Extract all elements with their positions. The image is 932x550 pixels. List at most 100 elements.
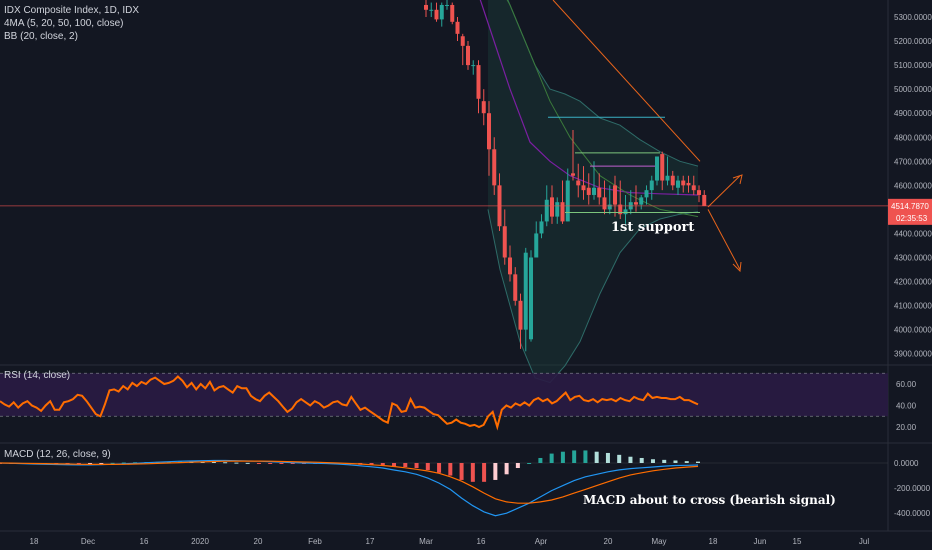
candle-body <box>424 4 428 10</box>
price-tick-label: 4100.0000 <box>894 302 932 311</box>
candle-body <box>544 199 549 222</box>
price-tick-label: 5300.0000 <box>894 13 932 22</box>
macd-histogram-bar <box>88 463 93 464</box>
candle-body <box>670 175 675 186</box>
price-tick-label: 4300.0000 <box>894 254 932 263</box>
candle-body <box>623 209 628 215</box>
time-tick-label: 18 <box>30 537 39 546</box>
time-tick-label: 18 <box>709 537 718 546</box>
candle-body <box>466 45 470 66</box>
macd-histogram-bar <box>121 462 126 464</box>
candle-body <box>460 36 465 46</box>
candle-body <box>697 190 701 195</box>
candle-body <box>618 204 623 215</box>
rsi-tick-label: 40.00 <box>896 402 917 411</box>
projection-down-arrow <box>707 209 741 270</box>
rsi-label: RSI (14, close) <box>4 370 71 381</box>
projection-down-arrowhead <box>732 261 742 273</box>
candle-body <box>471 65 476 67</box>
macd-histogram-bar <box>245 462 250 464</box>
candle-body <box>439 4 444 20</box>
macd-histogram-bar <box>459 463 464 480</box>
price-tick-label: 5100.0000 <box>894 61 932 70</box>
candle-body <box>576 180 581 186</box>
time-tick-label: Mar <box>419 537 433 546</box>
macd-histogram-bar <box>211 461 216 463</box>
candle-body <box>592 187 596 195</box>
bb-indicator-label: BB (20, close, 2) <box>4 31 78 42</box>
candle-body <box>607 204 612 210</box>
macd-histogram-bar <box>99 463 104 464</box>
ma-indicator-label: 4MA (5, 20, 50, 100, close) <box>4 18 124 29</box>
macd-histogram-bar <box>560 451 565 463</box>
macd-histogram-bar <box>673 460 678 463</box>
macd-histogram-bar <box>684 461 689 463</box>
macd-tick-label: -200.0000 <box>894 484 931 493</box>
candle-body <box>434 9 439 20</box>
macd-histogram-bar <box>234 462 239 464</box>
macd-histogram-bar <box>493 463 498 480</box>
macd-histogram-bar <box>403 463 408 468</box>
macd-histogram-bar <box>414 463 419 469</box>
macd-histogram-bar <box>425 463 430 471</box>
time-tick-label: 16 <box>140 537 149 546</box>
price-tick-label: 4400.0000 <box>894 229 932 238</box>
macd-histogram-bar <box>594 451 599 463</box>
candle-body <box>508 257 512 275</box>
time-tick-label: Jun <box>754 537 767 546</box>
macd-histogram-bar <box>76 463 81 464</box>
candle-body <box>602 197 607 210</box>
rsi-tick-label: 20.00 <box>896 423 917 432</box>
macd-tick-label: 0.0000 <box>894 459 919 468</box>
candle-body <box>429 9 434 11</box>
candle-body <box>639 197 644 205</box>
candle-body <box>502 226 507 258</box>
projection-up-arrow <box>707 175 741 208</box>
candle-body <box>655 156 659 181</box>
candle-body <box>565 180 570 222</box>
moving-average-50 <box>506 0 699 218</box>
macd-histogram-bar <box>380 463 385 466</box>
macd-signal-line <box>0 460 699 504</box>
macd-histogram-bar <box>504 463 509 475</box>
macd-histogram-bar <box>605 452 610 463</box>
macd-histogram-bar <box>166 461 171 463</box>
candle-body <box>455 21 460 34</box>
candle-body <box>586 187 591 195</box>
candle-body <box>481 101 486 114</box>
candle-body <box>686 182 691 186</box>
candle-body <box>450 4 455 22</box>
macd-label: MACD (12, 26, close, 9) <box>4 449 111 460</box>
candle-body <box>644 190 649 198</box>
price-tick-label: 4000.0000 <box>894 326 932 335</box>
candle-body <box>702 194 707 207</box>
macd-histogram-bar <box>223 462 228 464</box>
time-tick-label: May <box>651 537 666 546</box>
time-tick-label: Apr <box>535 537 548 546</box>
candle-body <box>571 173 575 176</box>
time-tick-label: Jul <box>859 537 869 546</box>
time-tick-label: Dec <box>81 537 95 546</box>
chart-title: IDX Composite Index, 1D, IDX <box>4 5 140 16</box>
candle-body <box>476 65 481 99</box>
candle-body <box>634 202 638 205</box>
macd-histogram-bar <box>538 457 543 463</box>
candle-body <box>539 221 544 234</box>
current-price-badge <box>888 198 932 225</box>
macd-histogram-bar <box>268 463 273 464</box>
macd-histogram-bar <box>527 463 532 464</box>
time-tick-label: 20 <box>604 537 613 546</box>
macd-histogram-bar <box>256 463 261 464</box>
candle-body <box>691 185 696 191</box>
price-tick-label: 4700.0000 <box>894 157 932 166</box>
candle-body <box>649 180 654 191</box>
price-tick-label: 4900.0000 <box>894 109 932 118</box>
current-price-label: 4514.7870 <box>891 202 929 211</box>
macd-histogram-bar <box>515 463 520 469</box>
rsi-tick-label: 60.00 <box>896 380 917 389</box>
macd-histogram-bar <box>583 450 588 463</box>
projection-up-arrowhead <box>732 174 743 185</box>
price-tick-label: 5200.0000 <box>894 37 932 46</box>
candle-body <box>581 185 586 191</box>
